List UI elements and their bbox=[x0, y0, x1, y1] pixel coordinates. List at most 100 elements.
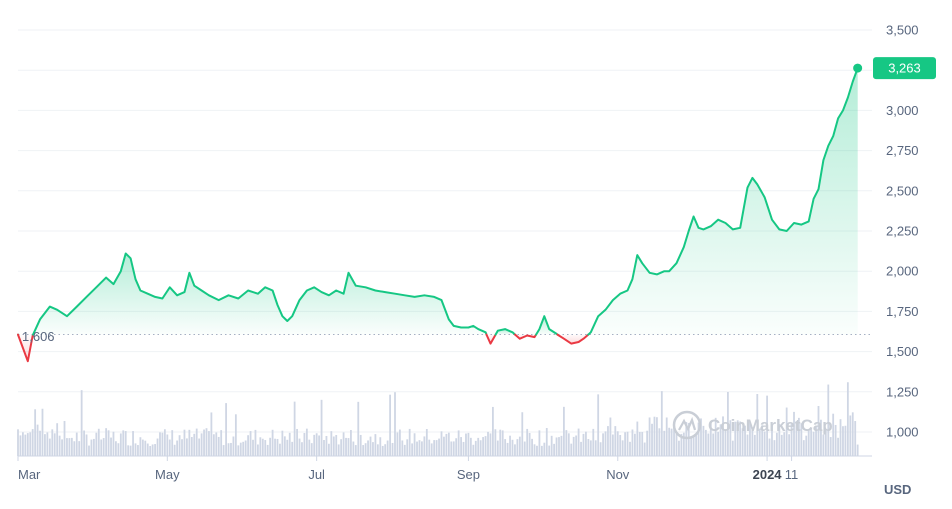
volume-bar bbox=[807, 430, 810, 456]
volume-bar bbox=[496, 440, 499, 456]
volume-bar bbox=[751, 427, 754, 456]
volume-bar bbox=[731, 440, 734, 456]
volume-bar bbox=[602, 433, 604, 456]
volume-bar bbox=[565, 430, 568, 456]
volume-bar bbox=[195, 428, 198, 456]
volume-bar bbox=[200, 433, 203, 456]
volume-bar bbox=[122, 430, 125, 456]
volume-bar bbox=[614, 426, 617, 456]
volume-bar bbox=[112, 431, 115, 456]
volume-bar bbox=[621, 440, 624, 456]
volume-bar bbox=[173, 444, 176, 456]
volume-bar bbox=[75, 432, 78, 456]
volume-bar bbox=[313, 434, 316, 456]
volume-bar bbox=[506, 442, 509, 456]
volume-bar bbox=[61, 439, 63, 456]
volume-bar bbox=[85, 434, 88, 456]
volume-bar bbox=[46, 432, 49, 456]
volume-bar bbox=[670, 428, 673, 456]
volume-bar bbox=[430, 443, 433, 456]
volume-bar bbox=[687, 422, 690, 456]
volume-bar bbox=[374, 434, 377, 456]
volume-bar bbox=[271, 429, 274, 456]
y-unit-label: USD bbox=[884, 482, 911, 497]
volume-bar bbox=[227, 443, 230, 456]
volume-bar bbox=[790, 423, 793, 456]
volume-bar bbox=[452, 441, 455, 456]
volume-bar bbox=[80, 390, 83, 456]
y-tick-label: 3,000 bbox=[886, 103, 919, 118]
volume-bar bbox=[225, 403, 227, 456]
volume-bar bbox=[352, 441, 355, 456]
volume-bar bbox=[822, 434, 825, 456]
volume-bar bbox=[296, 428, 298, 456]
price-line-down bbox=[485, 333, 497, 345]
volume-bar bbox=[330, 431, 333, 456]
volume-bar bbox=[849, 415, 852, 456]
volume-bar bbox=[100, 439, 103, 456]
volume-bar bbox=[528, 432, 531, 456]
volume-bar bbox=[357, 401, 360, 456]
volume-bar bbox=[567, 433, 570, 456]
volume-bar bbox=[829, 437, 832, 456]
volume-bar bbox=[222, 445, 225, 456]
y-tick-label: 3,500 bbox=[886, 23, 919, 38]
volume-bar bbox=[585, 431, 587, 456]
volume-bar bbox=[472, 444, 475, 456]
volume-bar bbox=[802, 440, 805, 456]
volume-bar bbox=[252, 439, 254, 456]
volume-bar bbox=[340, 439, 343, 456]
volume-bar bbox=[78, 441, 81, 456]
volume-bar bbox=[820, 419, 822, 456]
volume-bar bbox=[766, 395, 768, 456]
volume-bar bbox=[359, 434, 362, 456]
volume-bar bbox=[501, 430, 504, 456]
volume-bar bbox=[176, 440, 179, 456]
volume-bar bbox=[186, 438, 188, 456]
volume-bar bbox=[31, 429, 34, 456]
volume-bar bbox=[92, 438, 95, 456]
volume-bar bbox=[119, 433, 122, 456]
volume-bar bbox=[217, 436, 220, 456]
volume-bar bbox=[827, 384, 830, 456]
volume-bar bbox=[548, 445, 551, 456]
volume-bar bbox=[261, 438, 264, 456]
volume-bar bbox=[303, 432, 306, 456]
x-tick-label: Nov bbox=[606, 467, 630, 482]
volume-bar bbox=[418, 440, 421, 456]
volume-bar bbox=[134, 443, 137, 456]
volume-bar bbox=[854, 421, 857, 456]
volume-bar bbox=[675, 432, 678, 456]
volume-bar bbox=[758, 428, 761, 456]
volume-bar bbox=[538, 430, 541, 456]
volume-bar bbox=[741, 428, 744, 456]
volume-bar bbox=[714, 417, 717, 456]
volume-bar bbox=[577, 428, 580, 456]
volume-bar bbox=[846, 382, 849, 456]
volume-bar bbox=[73, 441, 76, 456]
volume-bar bbox=[17, 429, 19, 456]
price-line-up bbox=[587, 67, 859, 336]
volume-bar bbox=[257, 444, 259, 456]
volume-bar bbox=[423, 436, 426, 456]
volume-bar bbox=[629, 441, 631, 456]
volume-bar bbox=[367, 440, 369, 456]
volume-bar bbox=[492, 406, 494, 456]
volume-bar bbox=[198, 438, 201, 456]
volume-bar bbox=[626, 431, 629, 456]
volume-bar bbox=[851, 412, 854, 456]
volume-bar bbox=[749, 422, 751, 456]
volume-bar bbox=[24, 434, 27, 456]
volume-bar bbox=[633, 433, 636, 456]
volume-bar bbox=[815, 425, 817, 456]
volume-bar bbox=[117, 443, 120, 456]
volume-bar bbox=[692, 435, 695, 456]
volume-bar bbox=[421, 441, 423, 456]
volume-bar bbox=[413, 433, 416, 456]
x-tick-label: 11 bbox=[785, 467, 799, 482]
volume-bar bbox=[396, 432, 399, 456]
volume-bar bbox=[445, 433, 448, 456]
volume-bar bbox=[369, 436, 372, 456]
volume-bar bbox=[44, 434, 46, 456]
volume-bar bbox=[48, 438, 51, 456]
